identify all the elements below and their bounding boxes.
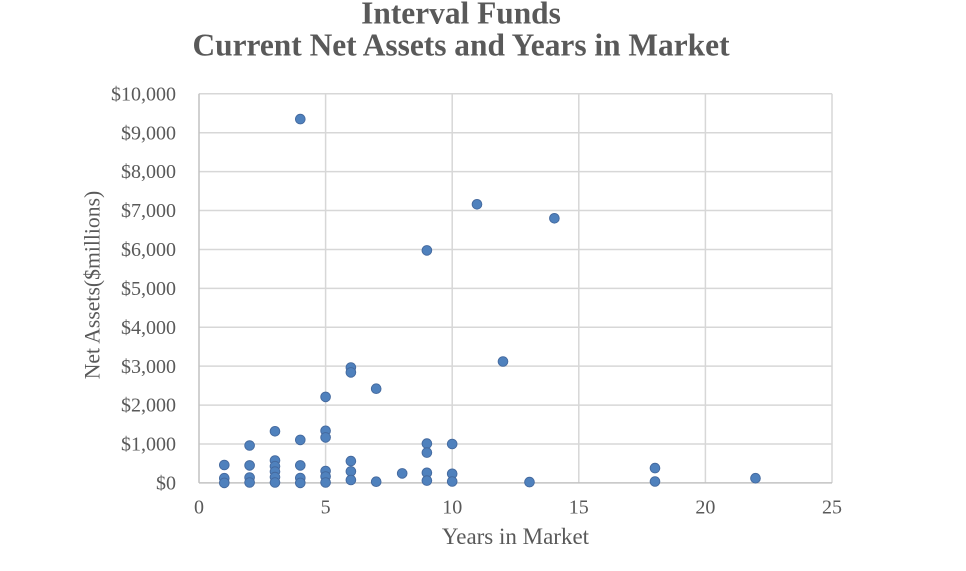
svg-text:10: 10: [442, 497, 462, 519]
svg-text:5: 5: [321, 497, 331, 519]
svg-text:$0: $0: [156, 473, 176, 495]
svg-text:0: 0: [194, 497, 204, 519]
svg-text:$8,000: $8,000: [121, 161, 176, 183]
svg-text:$1,000: $1,000: [121, 434, 176, 456]
svg-text:$5,000: $5,000: [121, 278, 176, 300]
svg-text:$9,000: $9,000: [121, 122, 176, 144]
svg-text:15: 15: [569, 497, 589, 519]
svg-text:$4,000: $4,000: [121, 317, 176, 339]
svg-text:Years in Market: Years in Market: [442, 524, 590, 549]
svg-text:Current Net Assets and Years i: Current Net Assets and Years in Market: [192, 28, 730, 63]
svg-text:$6,000: $6,000: [121, 239, 176, 261]
svg-text:Interval Funds: Interval Funds: [361, 0, 561, 31]
svg-text:$7,000: $7,000: [121, 200, 176, 222]
svg-text:$10,000: $10,000: [111, 83, 176, 105]
svg-text:20: 20: [695, 497, 715, 519]
svg-text:$2,000: $2,000: [121, 395, 176, 417]
svg-text:$3,000: $3,000: [121, 356, 176, 378]
svg-text:25: 25: [822, 497, 842, 519]
svg-text:Net Assets($millions): Net Assets($millions): [81, 191, 105, 380]
